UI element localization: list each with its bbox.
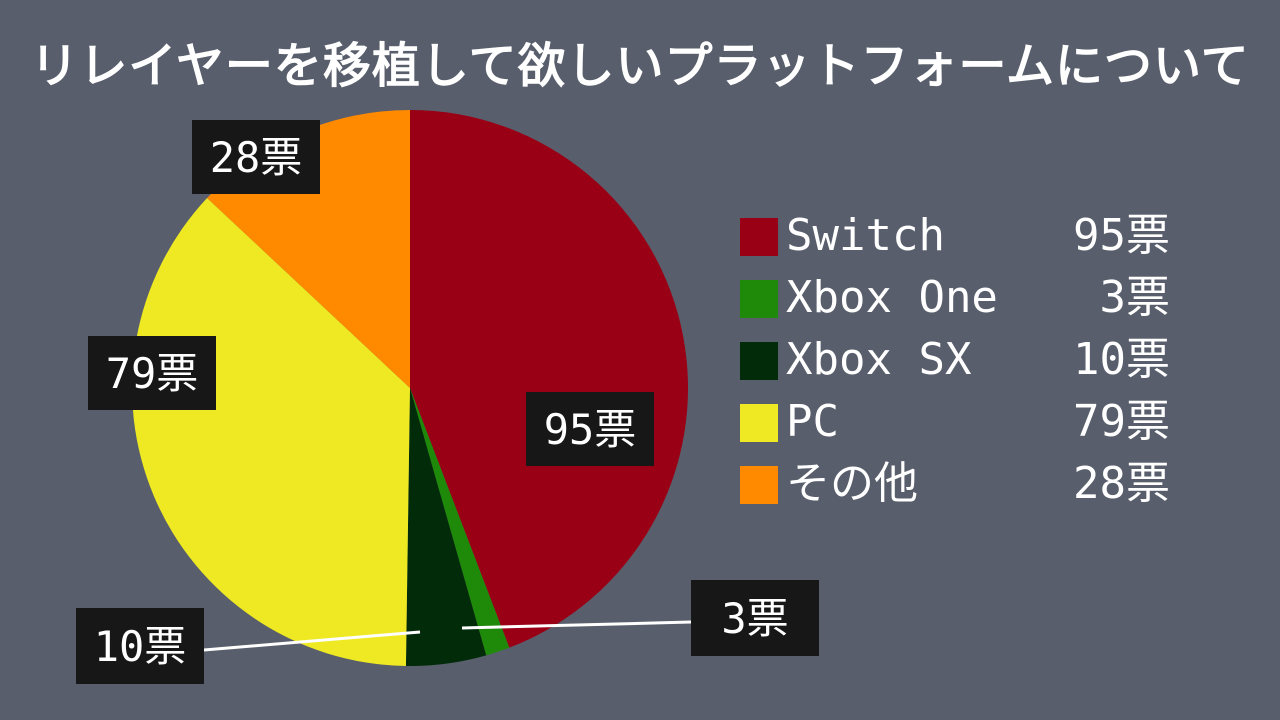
data-label-text: 3票 [721,594,788,643]
data-label-box [691,580,819,656]
legend-item-other: その他 28票 [740,455,1180,517]
leader-line-xbox-sx [203,630,421,652]
data-label-text: 79票 [106,349,199,398]
legend-value: 10票 [1073,334,1170,385]
legend-item-switch: Switch 95票 [740,207,1180,269]
legend-swatch [740,404,778,442]
data-label-xbox-one: 3票 [691,580,819,656]
pie-slice-pc [131,197,410,666]
legend-label: Xbox SX [786,334,972,385]
data-label-text: 95票 [544,405,637,454]
pie-slice-switch [410,110,689,648]
chart-title: リレイヤーを移植して欲しいプラットフォームについて [30,38,1250,94]
leader-line-xbox-one [461,620,692,630]
data-label-switch: 95票 [526,392,654,466]
legend-value: 3票 [1099,272,1171,323]
legend-swatch [740,280,778,318]
legend: Switch 95票 Xbox One 3票 Xbox SX 10票 PC 79… [740,207,1180,517]
legend-label: PC [786,396,839,447]
legend-item-pc: PC 79票 [740,393,1180,455]
legend-label: Switch [786,210,945,261]
legend-item-xbox-sx: Xbox SX 10票 [740,331,1180,393]
data-label-pc: 79票 [88,336,216,410]
pie-slice-xbox-one [410,388,510,656]
data-label-box [526,392,654,466]
pie-slice-xbox-sx [405,388,487,666]
data-label-box [76,608,204,684]
legend-swatch [740,218,778,256]
legend-value: 28票 [1073,458,1170,509]
data-label-xbox-sx: 10票 [76,608,204,684]
data-label-box [88,336,216,410]
legend-item-xbox-one: Xbox One 3票 [740,269,1180,331]
legend-label: その他 [786,458,918,509]
legend-swatch [740,466,778,504]
legend-label: Xbox One [786,272,998,323]
data-label-other: 28票 [192,120,320,194]
legend-swatch [740,342,778,380]
data-label-box [192,120,320,194]
data-label-text: 10票 [94,622,187,671]
data-label-text: 28票 [210,133,303,182]
legend-value: 95票 [1073,210,1170,261]
legend-value: 79票 [1073,396,1170,447]
